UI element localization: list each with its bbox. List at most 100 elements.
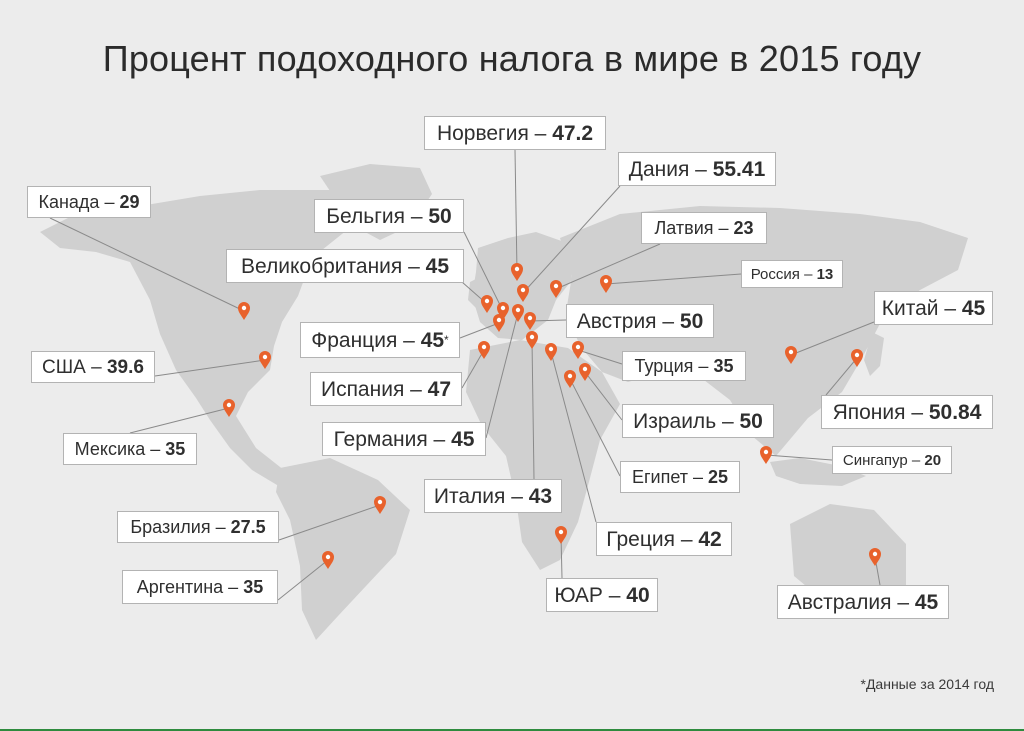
leader-line-latvia <box>555 243 661 290</box>
leader-line-denmark <box>522 185 621 294</box>
map-pin-icon-uk[interactable] <box>481 295 493 313</box>
map-pin-icon-belgium[interactable] <box>497 302 509 320</box>
map-markers <box>223 263 881 569</box>
map-pin-icon-austria[interactable] <box>524 312 536 330</box>
map-pin-icon-latvia[interactable] <box>550 280 562 298</box>
map-pin-icon-denmark[interactable] <box>517 284 529 302</box>
country-name: Испания <box>320 377 405 401</box>
country-label-singapore: Сингапур – 20 <box>832 446 952 474</box>
separator-dash: – <box>938 296 962 320</box>
country-label-greece: Греция – 42 <box>596 522 732 556</box>
tax-rate-value: 23 <box>733 218 754 238</box>
country-name: Аргентина <box>136 577 224 597</box>
separator-dash: – <box>505 484 529 508</box>
country-label-belgium: Бельгия – 50 <box>314 199 464 233</box>
leader-line-turkey <box>577 349 623 365</box>
country-name: Египет <box>631 467 688 487</box>
leader-line-greece <box>550 351 597 523</box>
south-america-landmass <box>276 458 410 640</box>
leader-line-singapore <box>765 454 833 461</box>
map-pin-icon-norway[interactable] <box>511 263 523 281</box>
country-name: Латвия <box>654 218 714 238</box>
tax-rate-value: 35 <box>713 356 734 376</box>
map-pin-icon-australia[interactable] <box>869 548 881 566</box>
country-label-norway: Норвегия – 47.2 <box>424 116 606 150</box>
country-name: Австралия <box>787 590 892 614</box>
tax-rate-value: 25 <box>708 467 729 487</box>
map-pin-icon-argentina[interactable] <box>322 551 334 569</box>
country-name: Япония <box>832 400 906 424</box>
map-pin-icon-egypt[interactable] <box>564 370 576 388</box>
leader-line-argentina <box>277 559 329 601</box>
leader-line-egypt <box>569 378 621 477</box>
tax-rate-value: 40 <box>626 583 650 607</box>
separator-dash: – <box>891 590 915 614</box>
tax-rate-value: 39.6 <box>106 356 144 378</box>
bottom-accent-line <box>0 729 1024 731</box>
country-name: Франция <box>311 328 398 352</box>
map-pin-icon-israel[interactable] <box>579 363 591 381</box>
tax-rate-value: 45 <box>451 427 475 451</box>
map-pin-icon-china[interactable] <box>785 346 797 364</box>
tax-rate-value: 35 <box>165 439 186 459</box>
country-name: Турция <box>634 356 694 376</box>
country-name: Китай <box>881 296 939 320</box>
tax-rate-value: 47.2 <box>552 121 594 145</box>
map-pin-icon-japan[interactable] <box>851 349 863 367</box>
separator-dash: – <box>404 377 428 401</box>
map-pin-icon-greece[interactable] <box>545 343 557 361</box>
country-label-canada: Канада – 29 <box>27 186 151 218</box>
footnote-marker: * <box>444 333 449 347</box>
country-label-denmark: Дания – 55.41 <box>618 152 776 186</box>
tax-rate-value: 50 <box>679 309 704 333</box>
leader-line-france <box>459 322 500 339</box>
map-pin-icon-usa[interactable] <box>259 351 271 369</box>
indonesia-landmass <box>770 458 866 486</box>
map-pin-icon-germany[interactable] <box>512 304 524 322</box>
footnote: *Данные за 2014 год <box>860 676 995 692</box>
country-label-latvia: Латвия – 23 <box>641 212 767 244</box>
map-pin-icon-spain[interactable] <box>478 341 490 359</box>
tax-rate-value: 45 <box>420 328 445 352</box>
country-label-turkey: Турция – 35 <box>622 351 746 381</box>
leader-line-japan <box>825 357 858 396</box>
asia-landmass <box>560 206 968 456</box>
map-pin-icon-turkey[interactable] <box>572 341 584 359</box>
country-label-france: Франция – 45 * <box>300 322 460 358</box>
map-pin-icon-canada[interactable] <box>238 302 250 320</box>
separator-dash: – <box>99 192 120 212</box>
map-pin-icon-mexico[interactable] <box>223 399 235 417</box>
leader-lines <box>49 149 881 601</box>
separator-dash: – <box>905 400 929 424</box>
separator-dash: – <box>674 527 699 551</box>
leader-line-china <box>790 321 875 356</box>
map-pin-icon-south-africa[interactable] <box>555 526 567 544</box>
separator-dash: – <box>405 204 429 228</box>
country-label-argentina: Аргентина – 35 <box>122 570 278 604</box>
country-label-russia: Россия – 13 <box>741 260 843 288</box>
leader-line-mexico <box>129 407 230 434</box>
japan-landmass <box>864 332 884 376</box>
map-pin-icon-brazil[interactable] <box>374 496 386 514</box>
tax-rate-value: 50 <box>739 409 763 433</box>
country-label-egypt: Египет – 25 <box>620 461 740 493</box>
country-label-japan: Япония – 50.84 <box>821 395 993 429</box>
separator-dash: – <box>427 427 452 451</box>
country-label-italy: Италия – 43 <box>424 479 562 513</box>
map-pin-icon-france[interactable] <box>493 314 505 332</box>
country-label-spain: Испания – 47 <box>310 372 462 406</box>
separator-dash: – <box>602 583 627 607</box>
map-pin-icon-italy[interactable] <box>526 331 538 349</box>
map-pin-icon-russia[interactable] <box>600 275 612 293</box>
map-pin-icon-singapore[interactable] <box>760 446 772 464</box>
africa-landmass <box>466 340 620 570</box>
leader-line-belgium <box>463 231 504 312</box>
tax-rate-value: 45 <box>425 254 449 278</box>
country-label-south-africa: ЮАР – 40 <box>546 578 658 612</box>
country-name: Норвегия <box>436 121 529 145</box>
leader-line-germany <box>485 312 519 439</box>
separator-dash: – <box>145 439 166 459</box>
leader-line-canada <box>49 217 245 312</box>
separator-dash: – <box>689 157 713 181</box>
